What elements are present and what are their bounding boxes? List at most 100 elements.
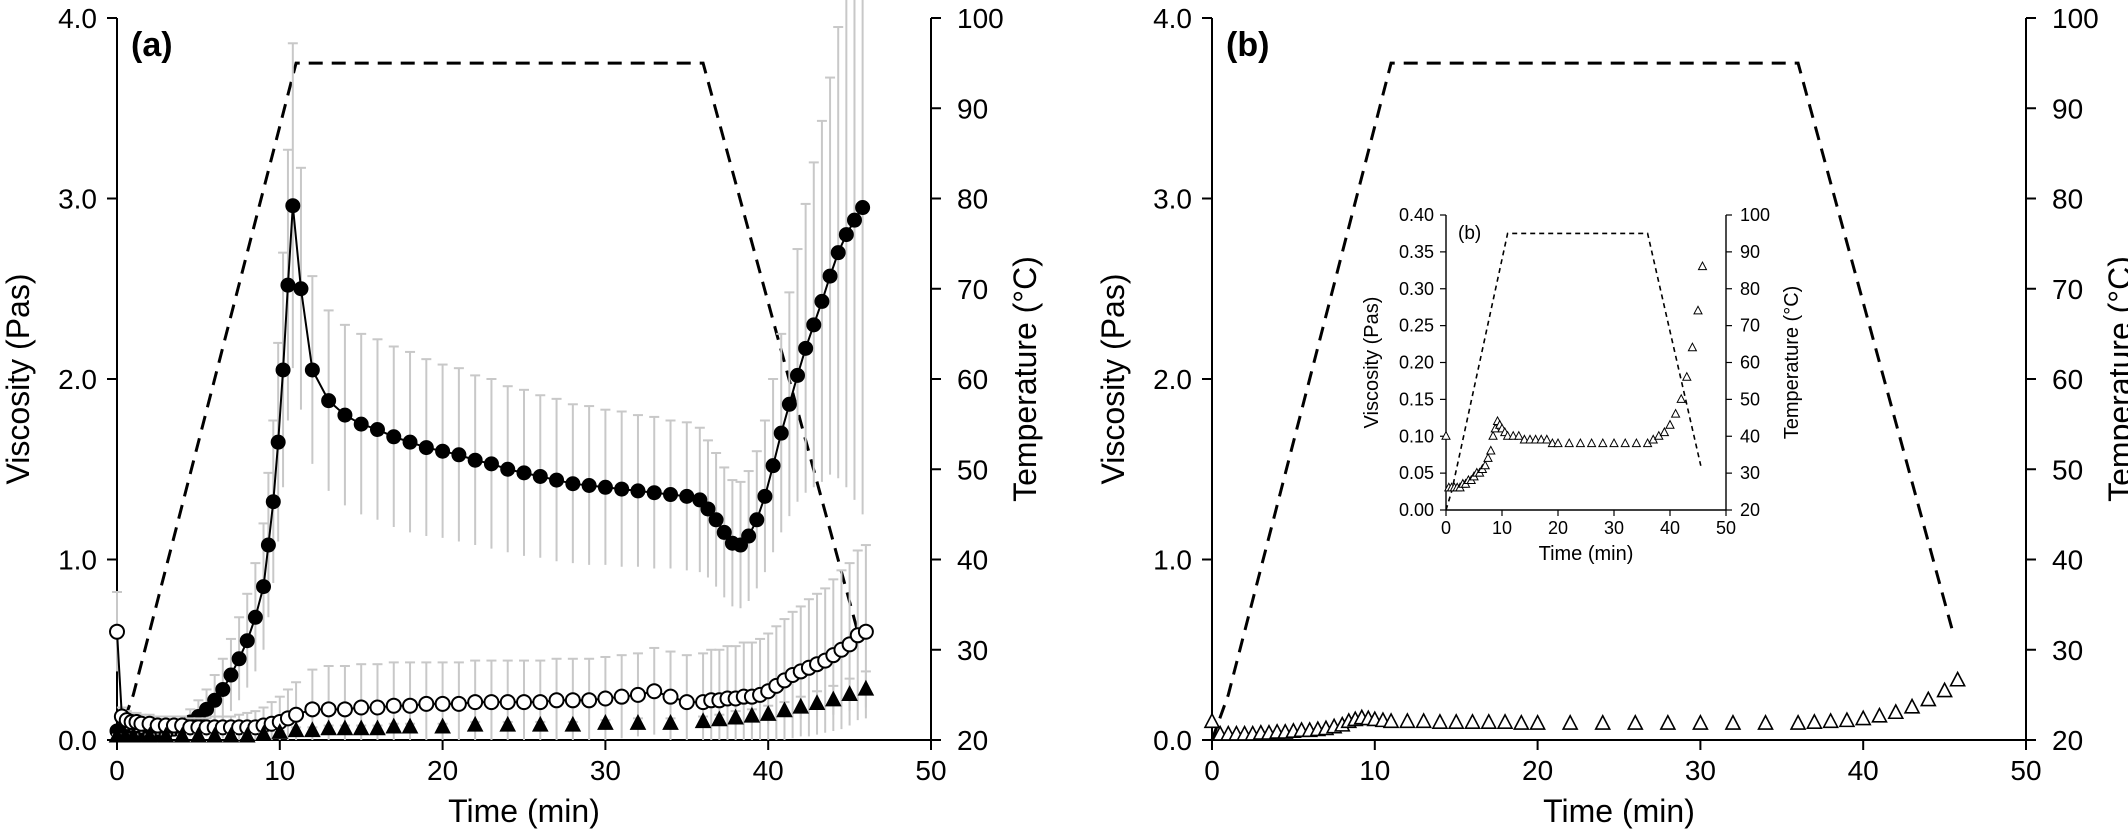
data-point [435,443,451,459]
data-point [759,705,777,721]
data-point [239,633,255,649]
data-point [1665,419,1675,429]
data-point [260,537,276,553]
data-point [1553,437,1563,448]
data-point [1519,434,1530,444]
data-point [716,524,732,540]
data-point [1919,690,1937,707]
data-point [450,695,467,712]
data-point [597,479,613,495]
y2-tick-label: 90 [1740,242,1760,262]
data-point [353,699,370,716]
x-tick-label: 30 [1685,755,1716,786]
panel-a: 0 10 20 30 40 50 0.0 1.0 2.0 3.0 4.0 20 30 40 50 60 70 80… [0,0,1043,829]
data-point [614,481,630,497]
data-point [646,485,662,501]
data-point [662,714,679,730]
data-point [223,667,239,683]
data-point [1547,437,1558,448]
data-point [808,694,826,711]
data-point [1597,437,1608,448]
data-point [304,701,321,718]
data-point [846,212,862,228]
data-point [238,726,256,743]
y2-tick-label: 30 [957,635,988,666]
data-point [385,717,403,734]
y2-tick-label: 40 [957,545,988,576]
data-point [741,528,757,544]
series-open-triangle [1441,260,1708,492]
data-point [369,699,386,716]
data-point [287,721,305,738]
x-tick-label: 40 [1660,518,1680,538]
data-point [271,723,289,739]
data-point [1485,445,1496,455]
data-point [1854,709,1872,726]
data-point [1903,697,1921,714]
data-point [353,416,369,432]
y2-tick-label: 100 [957,3,1004,34]
data-point [434,717,451,734]
data-point [1949,670,1966,687]
data-point [824,690,842,707]
data-point [1541,434,1552,444]
data-point [564,715,582,732]
data-point [581,477,597,493]
data-point [1512,714,1530,730]
data-point [531,715,549,732]
data-point [124,726,142,743]
y2-tick-label: 30 [1740,463,1760,483]
data-point [386,429,402,445]
data-point [1447,713,1465,729]
data-point [336,719,354,736]
data-point [1480,460,1491,470]
x-tick-label: 20 [1548,518,1568,538]
data-point [231,651,247,667]
y2-tick-label: 80 [957,184,988,215]
panel-label: (b) [1226,26,1269,64]
y2-tick-label: 80 [1740,279,1760,299]
data-point [532,468,548,484]
data-point [190,726,207,743]
data-point [549,472,565,488]
data-point [157,726,175,743]
data-point [663,487,679,503]
y-tick-label: 0.0 [1153,725,1192,756]
data-point [1530,434,1541,444]
data-point [285,198,301,214]
y2-tick-label: 50 [2052,454,2083,485]
data-point [451,447,467,463]
data-point [773,425,789,441]
data-point [792,697,810,714]
x-tick-label: 10 [1492,518,1512,538]
data-point [749,512,765,528]
data-point [1480,713,1498,729]
data-point [255,724,272,741]
data-point [141,726,158,743]
y-tick-label: 0.00 [1399,500,1434,520]
series-filled-circle [109,0,871,743]
y-tick-label: 0.35 [1399,242,1434,262]
y-tick-label: 2.0 [1153,364,1192,395]
data-point [109,623,125,640]
data-point [256,579,272,595]
data-point [727,708,744,725]
data-point [565,476,581,492]
inset-panel-b: 0 10 20 30 40 50 0.00 0.05 0.10 0.15 0.20 0.25 0.30 0… [1361,205,1803,565]
data-point [1626,714,1644,730]
data-point [293,281,309,297]
data-point [1692,714,1709,730]
data-point [288,706,305,723]
data-point [757,488,773,504]
y2-tick-label: 40 [1740,426,1760,446]
data-point [1502,430,1513,440]
y2-tick-label: 30 [2052,635,2083,666]
data-point [173,726,191,743]
data-point [814,293,830,309]
data-point [385,697,402,714]
y2-tick-label: 70 [2052,274,2083,305]
data-point [790,367,806,383]
data-point [857,679,875,696]
data-point [629,686,646,703]
data-point [1806,713,1823,729]
